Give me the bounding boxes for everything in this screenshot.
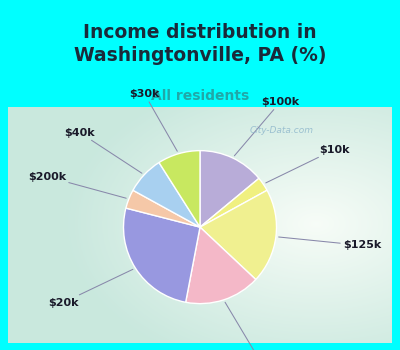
Text: $200k: $200k (28, 172, 126, 198)
Wedge shape (124, 208, 200, 302)
Wedge shape (186, 227, 256, 303)
Text: $10k: $10k (266, 145, 350, 183)
Text: $60k: $60k (225, 302, 275, 350)
Wedge shape (159, 150, 200, 227)
Wedge shape (200, 150, 259, 227)
Wedge shape (200, 190, 276, 280)
Text: All residents: All residents (151, 89, 249, 103)
Text: Income distribution in
Washingtonville, PA (%): Income distribution in Washingtonville, … (74, 23, 326, 65)
Text: $100k: $100k (234, 97, 300, 156)
Text: $20k: $20k (48, 269, 133, 308)
Wedge shape (200, 178, 267, 227)
Text: City-Data.com: City-Data.com (250, 126, 314, 135)
Wedge shape (133, 162, 200, 227)
Wedge shape (126, 190, 200, 227)
Text: $125k: $125k (279, 237, 381, 250)
Text: $30k: $30k (130, 89, 177, 151)
Text: $40k: $40k (64, 127, 142, 173)
